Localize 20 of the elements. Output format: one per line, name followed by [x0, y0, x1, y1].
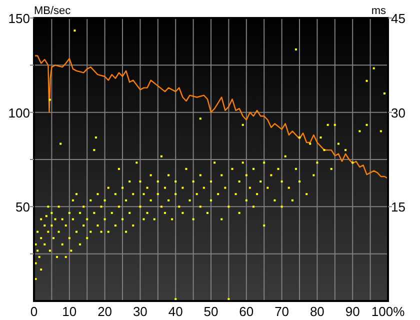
y2-tick-label: 15: [391, 200, 406, 215]
y-axis-title: MB/sec: [34, 5, 72, 17]
y-tick-label: 100: [8, 105, 30, 120]
y-tick-label: 150: [8, 11, 30, 26]
x-tick-label: 30: [132, 304, 148, 319]
x-tick-label: 40: [168, 304, 183, 319]
x-tick-label: 10: [62, 304, 77, 319]
line-series: [33, 55, 389, 179]
x-tick-label: 0: [30, 304, 38, 319]
y-tick-label: 50: [16, 200, 30, 215]
x-tick-label: 90: [345, 304, 360, 319]
y2-tick-label: 45: [391, 11, 406, 26]
x-tick-label: 50: [204, 304, 218, 319]
x-tick-label: 100%: [371, 304, 406, 319]
x-tick-label: 80: [310, 304, 324, 319]
y2-axis-title: ms: [371, 5, 386, 17]
x-tick-label: 70: [274, 304, 290, 319]
x-tick-label: 60: [239, 304, 254, 319]
y2-tick-label: 30: [391, 105, 406, 120]
x-tick-label: 20: [98, 304, 112, 319]
